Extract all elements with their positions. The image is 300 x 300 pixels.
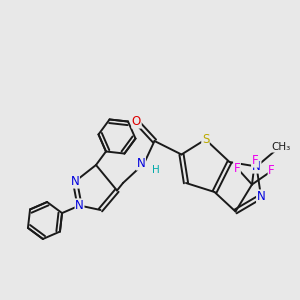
Text: F: F: [252, 154, 258, 167]
Text: N: N: [256, 190, 266, 203]
Text: N: N: [136, 157, 146, 170]
Text: F: F: [268, 164, 275, 178]
Text: N: N: [252, 160, 261, 173]
Text: F: F: [234, 161, 240, 175]
Text: H: H: [152, 165, 159, 175]
Text: N: N: [70, 175, 80, 188]
Text: N: N: [75, 199, 84, 212]
Text: O: O: [132, 115, 141, 128]
Text: S: S: [202, 133, 209, 146]
Text: CH₃: CH₃: [271, 142, 290, 152]
